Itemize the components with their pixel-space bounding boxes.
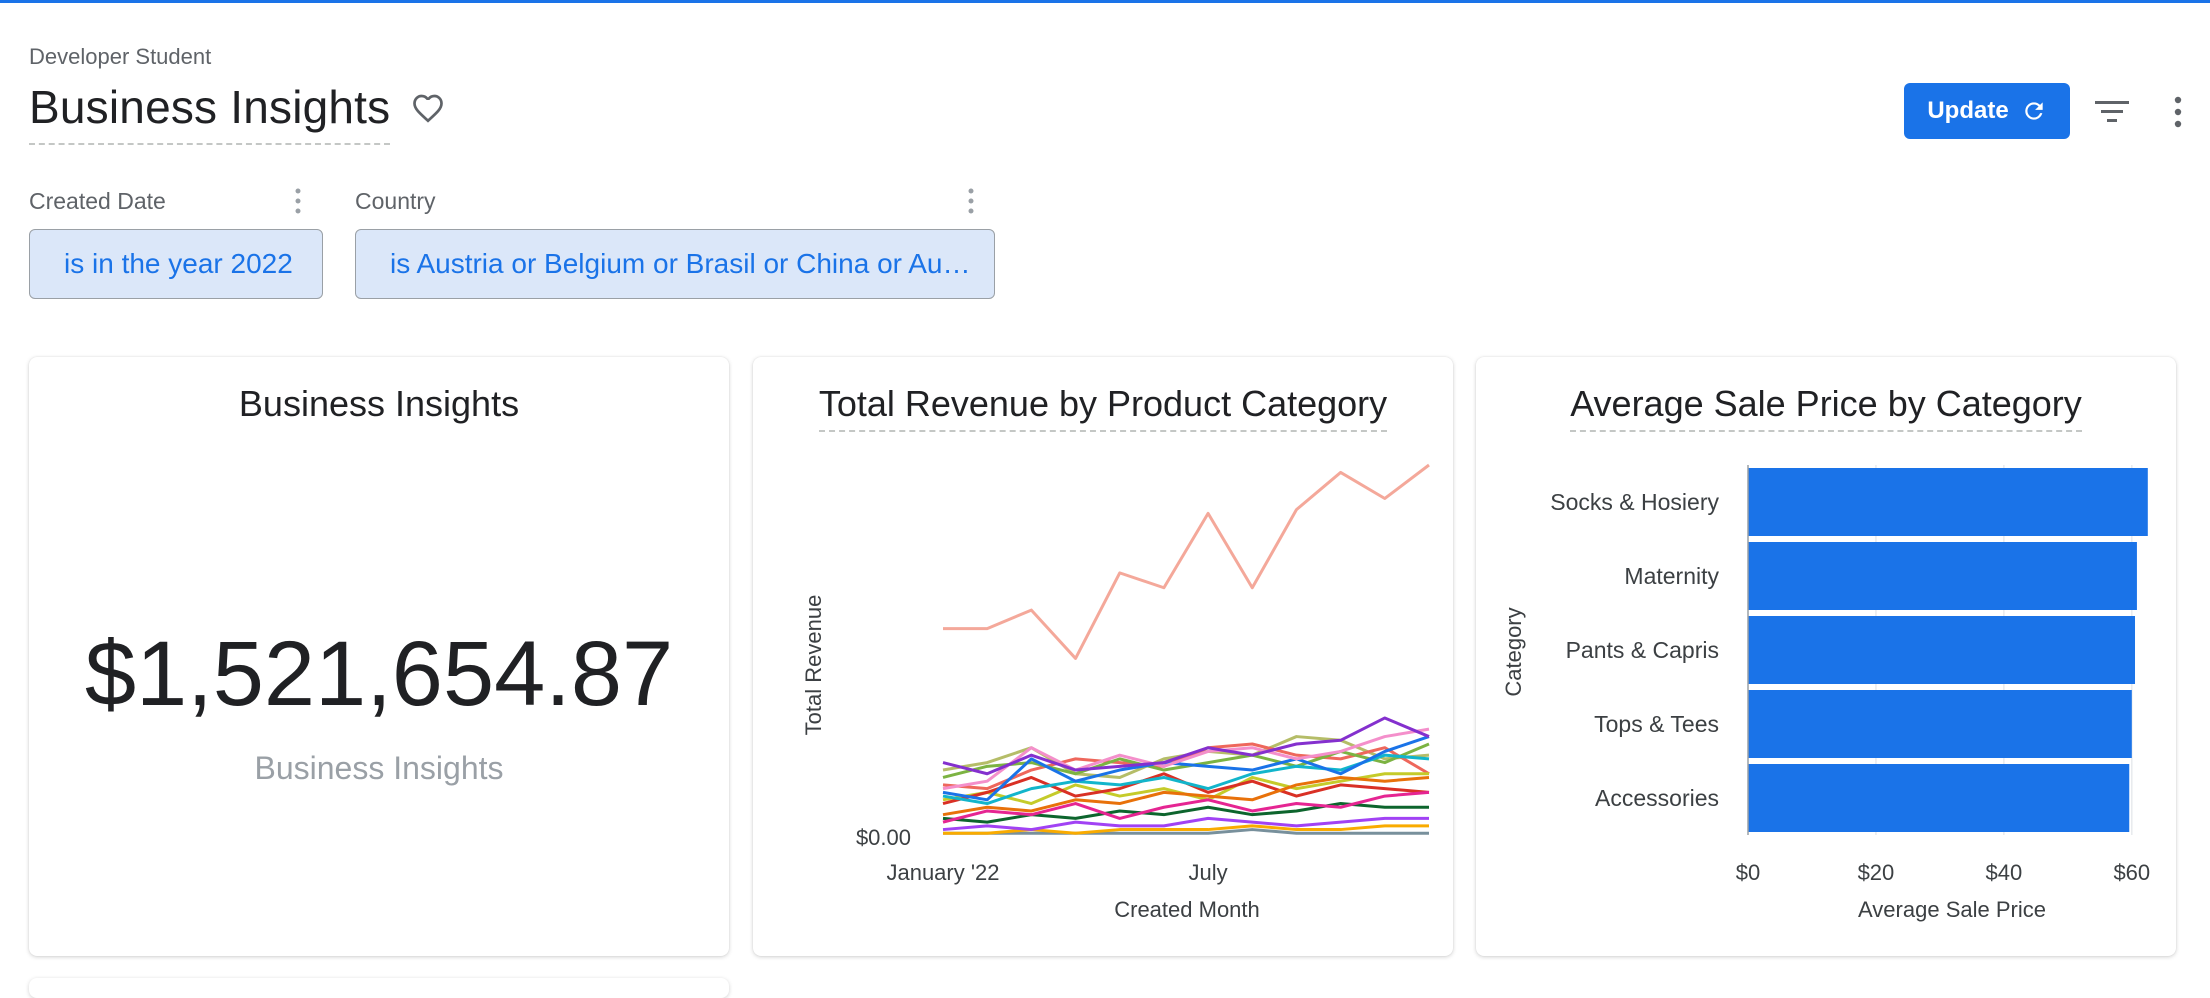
line-series-4[interactable] bbox=[942, 735, 1430, 802]
filter-country-chip[interactable]: is Austria or Belgium or Brasil or China… bbox=[355, 229, 995, 299]
bar-chart-x-axis-label: Average Sale Price bbox=[1858, 897, 2046, 922]
bar-chart-category-label-2: Maternity bbox=[1624, 563, 1719, 589]
bar-2[interactable] bbox=[1748, 542, 2137, 610]
top-accent-line bbox=[0, 0, 2210, 3]
update-button[interactable]: Update bbox=[1904, 83, 2070, 139]
bar-3[interactable] bbox=[1748, 616, 2136, 684]
bar-chart-x-tick-1: $20 bbox=[1858, 860, 1895, 885]
bar-chart-x-tick-2: $40 bbox=[1986, 860, 2023, 885]
bar-chart-category-label-4: Tops & Tees bbox=[1594, 711, 1719, 737]
bar-chart-category-label-3: Pants & Capris bbox=[1566, 637, 1719, 663]
kpi-card-title: Business Insights bbox=[238, 383, 520, 424]
line-chart-y-tick-0: $0.00 bbox=[856, 825, 911, 850]
line-chart-x-tick-0: January '22 bbox=[886, 860, 999, 885]
update-button-label: Update bbox=[1927, 97, 2009, 124]
filter-created-date-menu-icon[interactable] bbox=[293, 186, 303, 216]
bar-chart-category-label-1: Socks & Hosiery bbox=[1550, 489, 1719, 515]
line-series-1[interactable] bbox=[943, 463, 1430, 660]
filter-label-created-date: Created Date bbox=[29, 188, 166, 214]
line-chart-title: Total Revenue by Product Category bbox=[753, 383, 1453, 432]
revenue-line-chart-card[interactable]: Total Revenue by Product Category Januar… bbox=[753, 357, 1453, 956]
bar-chart-category-label-5: Accessories bbox=[1595, 785, 1719, 811]
sale-price-bar-chart-card[interactable]: Average Sale Price by Category Socks & H… bbox=[1476, 357, 2176, 956]
filter-created-date-chip[interactable]: is in the year 2022 bbox=[29, 229, 323, 299]
bar-5[interactable] bbox=[1748, 764, 2130, 832]
line-series-3[interactable] bbox=[942, 727, 1430, 791]
more-vert-icon[interactable] bbox=[2168, 92, 2188, 132]
filter-country-menu-icon[interactable] bbox=[966, 186, 976, 216]
kpi-value: $1,521,654.87 bbox=[84, 623, 674, 725]
next-card-edge bbox=[29, 978, 729, 998]
line-series-16[interactable] bbox=[943, 828, 1429, 835]
line-series-5[interactable] bbox=[942, 753, 1430, 806]
bar-chart-x-tick-0: $0 bbox=[1736, 860, 1760, 885]
line-chart: January '22 July $0.00 Total Revenue Crea… bbox=[801, 463, 1430, 922]
bar-4[interactable] bbox=[1748, 690, 2132, 758]
page-title[interactable]: Business Insights bbox=[29, 82, 391, 145]
line-series-7[interactable] bbox=[942, 775, 1430, 817]
line-chart-y-axis-label: Total Revenue bbox=[801, 595, 826, 736]
filter-icon[interactable] bbox=[2092, 94, 2132, 130]
bar-chart-title: Average Sale Price by Category bbox=[1476, 383, 2176, 432]
line-chart-x-axis-label: Created Month bbox=[1114, 897, 1260, 922]
line-series-14[interactable] bbox=[942, 742, 1430, 791]
line-series-6[interactable] bbox=[942, 742, 1430, 779]
bar-chart-y-axis-label: Category bbox=[1501, 607, 1526, 696]
favorite-heart-icon[interactable] bbox=[410, 90, 446, 126]
kpi-card[interactable]: Business Insights $1,521,654.87 Business… bbox=[29, 357, 729, 956]
line-series-8[interactable] bbox=[942, 790, 1430, 824]
breadcrumb[interactable]: Developer Student bbox=[29, 44, 212, 69]
line-series-12[interactable] bbox=[942, 816, 1429, 832]
bar-1[interactable] bbox=[1748, 468, 2148, 536]
bar-chart-x-tick-3: $60 bbox=[2113, 860, 2150, 885]
kpi-label: Business Insights bbox=[254, 750, 504, 786]
bar-chart: Socks & Hosiery Maternity Pants & Capris To… bbox=[1501, 465, 2150, 922]
filter-label-country: Country bbox=[355, 188, 436, 214]
line-chart-x-tick-1: July bbox=[1189, 860, 1228, 885]
line-series-2[interactable] bbox=[942, 716, 1430, 776]
refresh-icon bbox=[2024, 102, 2043, 120]
